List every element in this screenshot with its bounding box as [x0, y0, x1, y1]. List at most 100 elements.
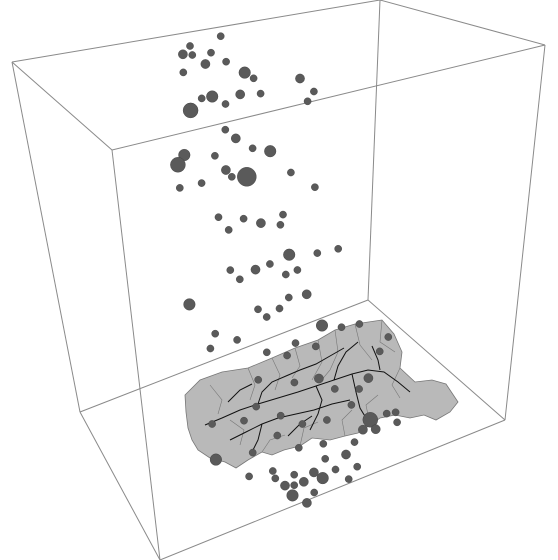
data-point-79: [363, 373, 374, 383]
data-point-62: [337, 323, 346, 332]
box-edge-AE: [11, 61, 81, 413]
data-point-78: [355, 385, 363, 393]
data-point-8: [197, 94, 206, 103]
data-point-44: [283, 248, 296, 261]
data-point-17: [310, 87, 318, 96]
box-edge-BC: [379, 0, 546, 46]
data-point-37: [276, 220, 285, 229]
data-point-49: [254, 305, 262, 314]
box-edge-AB: [11, 0, 381, 63]
data-point-75: [298, 420, 307, 428]
data-point-98: [350, 438, 359, 446]
data-point-34: [224, 226, 233, 234]
data-point-97: [341, 449, 351, 460]
data-point-94: [310, 488, 319, 497]
data-point-107: [290, 481, 299, 490]
data-point-45: [293, 266, 302, 274]
box-edge-BF: [367, 0, 381, 301]
data-point-83: [268, 467, 277, 475]
box-edge-CG: [504, 44, 546, 421]
data-point-4: [207, 48, 215, 57]
data-point-93: [309, 467, 319, 478]
data-point-101: [382, 409, 391, 418]
data-point-61: [316, 319, 329, 332]
data-point-91: [286, 489, 299, 502]
data-point-41: [250, 264, 261, 275]
data-point-30: [264, 145, 277, 158]
data-point-19: [230, 133, 241, 144]
data-point-33: [214, 213, 223, 221]
data-point-85: [245, 472, 253, 481]
data-point-46: [313, 249, 322, 257]
data-point-69: [240, 416, 248, 425]
data-point-15: [256, 89, 265, 98]
basin-map: [184, 319, 459, 469]
subbasin-boundaries: [209, 319, 401, 453]
box-edge-CD: [111, 44, 546, 151]
data-point-28: [237, 167, 257, 187]
data-point-76: [323, 416, 331, 424]
data-point-99: [358, 424, 368, 435]
data-point-47: [334, 244, 343, 253]
data-point-57: [262, 348, 271, 357]
data-point-72: [248, 448, 257, 457]
data-point-96: [331, 465, 340, 474]
data-point-50: [262, 313, 271, 321]
data-point-29: [227, 172, 236, 181]
data-point-16: [295, 73, 305, 84]
data-point-82: [319, 439, 328, 448]
data-point-95: [316, 472, 329, 485]
data-point-87: [391, 408, 400, 417]
data-point-56: [206, 344, 215, 353]
data-point-71: [209, 453, 222, 466]
data-point-103: [302, 498, 312, 508]
data-point-22: [170, 157, 186, 173]
data-point-9: [206, 90, 219, 103]
data-point-1: [179, 68, 188, 77]
data-point-38: [279, 210, 287, 219]
data-point-86: [370, 424, 381, 435]
data-point-0: [178, 49, 188, 60]
data-point-63: [355, 320, 364, 328]
bounding-box: [11, 0, 546, 560]
data-point-59: [291, 339, 300, 347]
data-point-25: [197, 179, 206, 187]
data-point-20: [248, 144, 257, 153]
data-point-102: [344, 475, 353, 483]
data-point-2: [186, 42, 194, 50]
data-point-90: [290, 470, 299, 479]
data-point-43: [281, 270, 290, 279]
data-point-31: [287, 168, 295, 177]
data-point-3: [200, 59, 211, 69]
data-point-39: [226, 266, 235, 274]
data-point-66: [314, 373, 324, 384]
basin-region: [184, 319, 459, 469]
data-point-81: [384, 333, 393, 341]
data-point-24: [175, 184, 184, 192]
data-point-92: [298, 476, 309, 487]
data-point-27: [221, 165, 231, 175]
data-point-65: [290, 378, 299, 387]
data-point-80: [375, 347, 384, 356]
data-point-53: [301, 289, 312, 300]
data-point-36: [256, 218, 266, 228]
data-point-32: [311, 183, 319, 191]
box-edge-DH: [111, 149, 161, 560]
data-point-26: [211, 151, 219, 160]
data-point-40: [235, 275, 244, 284]
data-point-21: [221, 125, 230, 134]
box-edge-FG: [367, 299, 506, 421]
data-point-106: [393, 418, 401, 427]
data-point-74: [276, 411, 285, 420]
data-point-73: [273, 431, 282, 440]
data-point-64: [254, 375, 263, 384]
data-point-6: [222, 57, 230, 66]
data-point-104: [321, 454, 330, 463]
data-point-70: [208, 420, 216, 428]
data-point-84: [294, 443, 303, 452]
data-point-68: [252, 402, 261, 411]
box-edge-GH: [159, 419, 506, 560]
data-point-11: [182, 102, 199, 119]
data-point-10: [221, 100, 230, 108]
